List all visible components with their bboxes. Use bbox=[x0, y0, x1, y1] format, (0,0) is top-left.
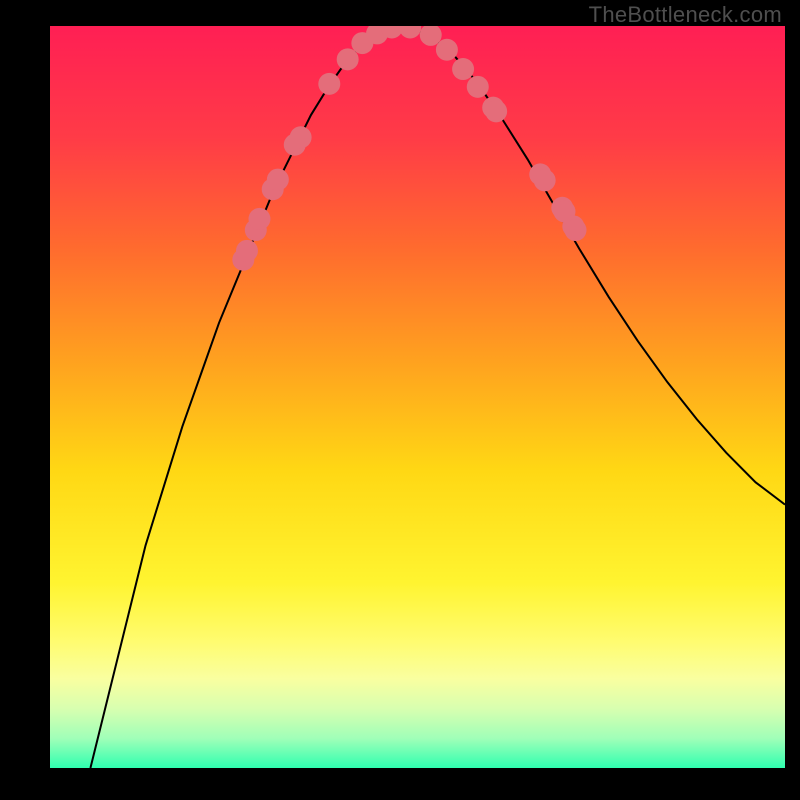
watermark-text: TheBottleneck.com bbox=[589, 2, 782, 28]
outer-border bbox=[0, 0, 800, 800]
canvas: TheBottleneck.com bbox=[0, 0, 800, 800]
